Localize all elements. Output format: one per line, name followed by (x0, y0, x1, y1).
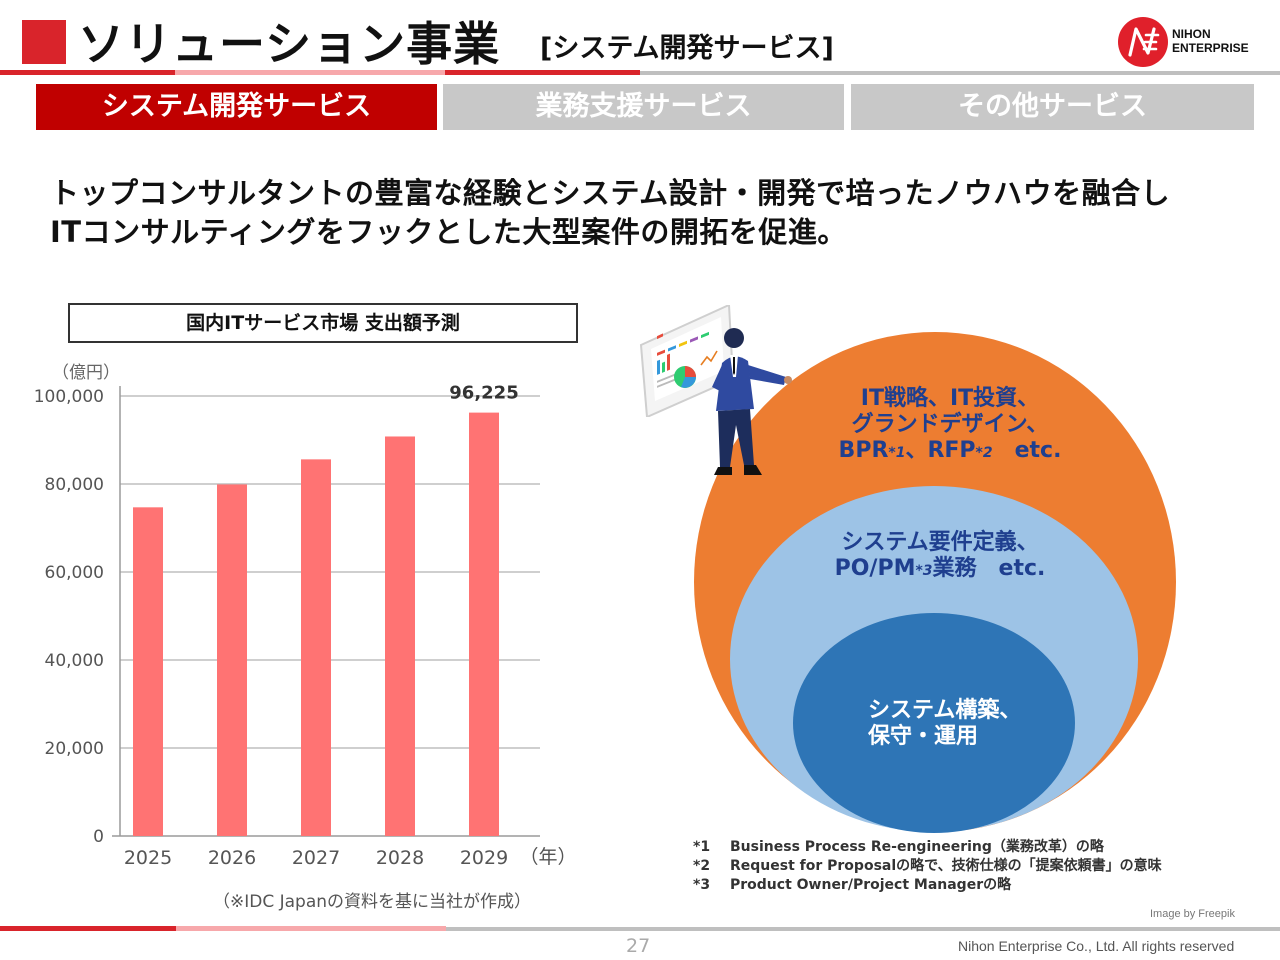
page-subtitle: [システム開発サービス] (540, 33, 834, 64)
footer-divider (446, 927, 1280, 931)
middle-work: 業務 etc. (932, 556, 1046, 581)
footnote-2-num: *2 (693, 858, 711, 874)
copyright: Nihon Enterprise Co., Ltd. All rights re… (958, 938, 1235, 954)
tab-business-support[interactable]: 業務支援サービス (443, 84, 844, 130)
lead-line-2: ITコンサルティングをフックとした大型案件の開拓を促進。 (50, 215, 847, 249)
page-number: 27 (626, 935, 651, 957)
title-marker (22, 20, 66, 64)
footnote-3: *3 Product Owner/Project Managerの略 (693, 874, 1011, 894)
x-tick-label: 2028 (376, 847, 424, 869)
presenter-person-icon (712, 328, 792, 475)
outer-line2: グランドデザイン、 (851, 412, 1049, 437)
bar-2028 (385, 436, 415, 836)
inner-scope-circle (793, 613, 1075, 833)
x-tick-label: 2025 (124, 847, 172, 869)
presentation-board-icon (639, 305, 735, 417)
outer-line3: BPR*1、RFP*2 etc. (780, 438, 1120, 466)
footer-divider-accent-pink (176, 926, 446, 931)
lead-line-1: トップコンサルタントの豊富な経験とシステム設計・開発で培ったノウハウを融合し (50, 176, 1171, 210)
middle-line2: PO/PM*3業務 etc. (780, 556, 1100, 584)
inner-circle-label: システム構築、 保守・運用 (830, 698, 1108, 750)
footnote-1-num: *1 (693, 839, 711, 855)
bar-2029 (469, 412, 499, 836)
image-credit: Image by Freepik (1150, 908, 1235, 920)
tab-system-development[interactable]: システム開発サービス (36, 84, 437, 130)
outer-circle-label: IT戦略、IT投資、 グランドデザイン、 BPR*1、RFP*2 etc. (780, 386, 1120, 466)
inner-line2: 保守・運用 (868, 724, 979, 749)
footnote-2: *2 Request for Proposalの略で、技術仕様の「提案依頼書」の意… (693, 855, 1162, 875)
footnote-3-num: *3 (693, 877, 711, 893)
footnote-1-text: Business Process Re-engineering（業務改革）の略 (730, 839, 1104, 855)
y-tick-label: 0 (93, 827, 104, 847)
y-tick-label: 40,000 (45, 651, 104, 671)
header-divider-accent-pink (175, 70, 445, 75)
y-unit-label: （億円） (52, 363, 120, 383)
x-unit-label: （年） (519, 846, 576, 868)
inner-line1: システム構築、 (868, 698, 1022, 723)
footnote-2-text: Request for Proposalの略で、技術仕様の「提案依頼書」の意味 (730, 858, 1162, 874)
footnote-3-text: Product Owner/Project Managerの略 (730, 877, 1012, 893)
footnote-ref-1: *1 (888, 445, 906, 461)
company-logo-text: NIHON ENTERPRISE (1172, 27, 1249, 55)
middle-line1: システム要件定義、 (841, 530, 1039, 555)
bar-chart: （億円） 0 20,000 40,000 60,000 80,000 100,000 2025… (34, 363, 577, 869)
y-tick-label: 20,000 (45, 739, 104, 759)
footnote-ref-2: *2 (975, 445, 993, 461)
outer-line1: IT戦略、IT投資、 (860, 386, 1040, 411)
footer-divider-accent (0, 926, 176, 931)
y-tick-label: 100,000 (34, 387, 104, 407)
footnote-ref-3: *3 (915, 563, 933, 579)
middle-popm: PO/PM (834, 556, 916, 581)
bar-2025 (133, 507, 163, 836)
bar-2027 (301, 459, 331, 836)
y-tick-label: 80,000 (45, 475, 104, 495)
company-logo-icon (1118, 17, 1168, 67)
outer-bpr: BPR (838, 438, 889, 463)
tab-other-services[interactable]: その他サービス (851, 84, 1254, 130)
bar-2026 (217, 484, 247, 836)
footnote-1: *1 Business Process Re-engineering（業務改革）の… (693, 836, 1104, 856)
middle-circle-label: システム要件定義、 PO/PM*3業務 etc. (780, 530, 1100, 584)
header-divider (440, 71, 1280, 75)
chart-title: 国内ITサービス市場 支出額予測 (68, 303, 578, 343)
x-tick-label: 2026 (208, 847, 256, 869)
x-tick-label: 2027 (292, 847, 340, 869)
chart-source-note: （※IDC Japanの資料を基に当社が作成） (213, 892, 532, 912)
y-tick-label: 60,000 (45, 563, 104, 583)
outer-etc: etc. (992, 438, 1062, 463)
logo-line2: ENTERPRISE (1172, 41, 1249, 55)
outer-rfp: 、RFP (905, 438, 976, 463)
data-label-2029: 96,225 (449, 383, 518, 404)
page-title: ソリューション事業 (78, 17, 501, 71)
x-tick-label: 2029 (460, 847, 508, 869)
logo-line1: NIHON (1172, 27, 1211, 41)
